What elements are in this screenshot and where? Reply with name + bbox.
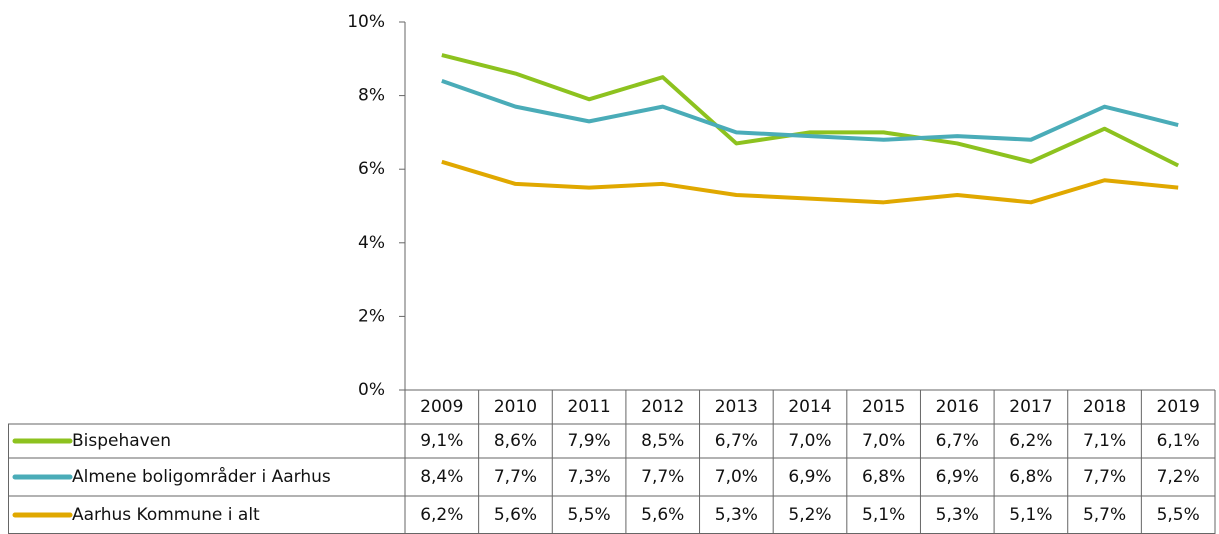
y-tick-label: 4% bbox=[358, 233, 385, 253]
data-label: 6,2% bbox=[420, 505, 463, 525]
data-label: 6,8% bbox=[1009, 467, 1052, 487]
data-label: 5,3% bbox=[936, 505, 979, 525]
legend-label: Almene boligområder i Aarhus bbox=[72, 466, 331, 487]
data-label: 7,9% bbox=[567, 431, 610, 451]
x-tick-label: 2012 bbox=[641, 397, 684, 417]
data-label: 8,4% bbox=[420, 467, 463, 487]
data-label: 7,1% bbox=[1083, 431, 1126, 451]
data-label: 7,7% bbox=[494, 467, 537, 487]
data-label: 5,1% bbox=[862, 505, 905, 525]
x-tick-label: 2009 bbox=[420, 397, 463, 417]
data-label: 5,5% bbox=[1157, 505, 1200, 525]
y-tick-label: 0% bbox=[358, 380, 385, 400]
data-label: 6,8% bbox=[862, 467, 905, 487]
series-line bbox=[441, 53, 1180, 168]
data-label: 7,0% bbox=[788, 431, 831, 451]
y-tick-label: 10% bbox=[347, 12, 385, 32]
data-label: 6,9% bbox=[936, 467, 979, 487]
data-label: 5,7% bbox=[1083, 505, 1126, 525]
x-tick-label: 2014 bbox=[788, 397, 831, 417]
data-label: 6,7% bbox=[715, 431, 758, 451]
legend-label: Aarhus Kommune i alt bbox=[72, 505, 260, 525]
y-tick-label: 2% bbox=[358, 306, 385, 326]
data-label: 5,2% bbox=[788, 505, 831, 525]
x-tick-label: 2017 bbox=[1009, 397, 1052, 417]
x-tick-label: 2015 bbox=[862, 397, 905, 417]
x-tick-label: 2019 bbox=[1157, 397, 1200, 417]
x-tick-label: 2018 bbox=[1083, 397, 1126, 417]
data-label: 7,7% bbox=[641, 467, 684, 487]
data-label: 5,3% bbox=[715, 505, 758, 525]
x-tick-label: 2011 bbox=[567, 397, 610, 417]
series-line bbox=[441, 159, 1179, 205]
data-label: 7,3% bbox=[567, 467, 610, 487]
legend-label: Bispehaven bbox=[72, 431, 171, 451]
data-label: 6,1% bbox=[1157, 431, 1200, 451]
data-label: 7,0% bbox=[862, 431, 905, 451]
data-label: 7,7% bbox=[1083, 467, 1126, 487]
data-label: 9,1% bbox=[420, 431, 463, 451]
data-label: 6,9% bbox=[788, 467, 831, 487]
x-tick-label: 2010 bbox=[494, 397, 537, 417]
y-tick-label: 6% bbox=[358, 159, 385, 179]
data-label: 7,2% bbox=[1157, 467, 1200, 487]
data-label: 6,7% bbox=[936, 431, 979, 451]
data-label: 8,6% bbox=[494, 431, 537, 451]
data-label: 5,5% bbox=[567, 505, 610, 525]
data-label: 5,6% bbox=[641, 505, 684, 525]
data-label: 8,5% bbox=[641, 431, 684, 451]
series-line bbox=[441, 78, 1179, 142]
y-tick-label: 8% bbox=[358, 86, 385, 106]
data-label: 7,0% bbox=[715, 467, 758, 487]
data-label: 5,6% bbox=[494, 505, 537, 525]
data-label: 6,2% bbox=[1009, 431, 1052, 451]
data-label: 5,1% bbox=[1009, 505, 1052, 525]
x-tick-label: 2016 bbox=[936, 397, 979, 417]
x-tick-label: 2013 bbox=[715, 397, 758, 417]
